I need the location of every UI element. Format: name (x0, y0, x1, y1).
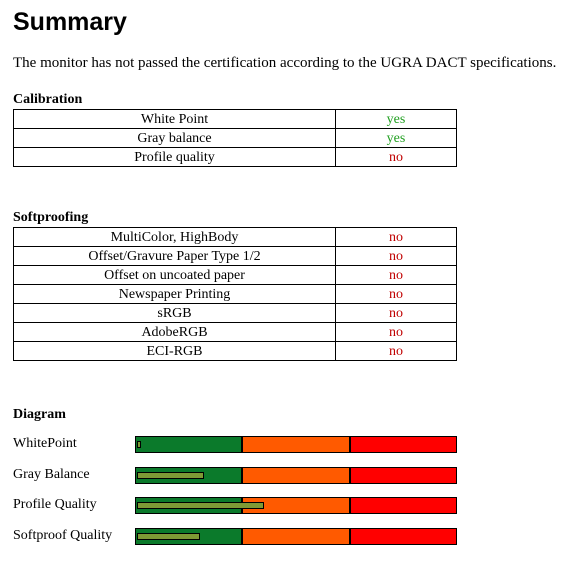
zone (349, 497, 457, 514)
row-status: no (335, 265, 457, 285)
row-status: no (335, 227, 457, 247)
row-label: Offset on uncoated paper (13, 265, 336, 285)
indicator (137, 502, 264, 509)
zone (349, 527, 457, 545)
row-label: Offset/Gravure Paper Type 1/2 (13, 246, 336, 266)
section-title: Calibration (13, 92, 83, 107)
row-label: ECI-RGB (13, 341, 336, 361)
row-label: White Point (13, 109, 336, 129)
intro: The monitor has not passed the certifica… (13, 55, 557, 71)
indicator (137, 441, 141, 448)
diagram-label: Softproof Quality (13, 527, 113, 543)
row-status: no (335, 284, 457, 304)
row-label: Gray balance (13, 128, 336, 148)
section-title: Softproofing (13, 210, 89, 225)
section-title: Diagram (13, 407, 66, 422)
row-status: no (335, 246, 457, 266)
row-status: no (335, 147, 457, 167)
diagram-label: WhitePoint (13, 436, 77, 451)
row-label: MultiColor, HighBody (13, 227, 336, 247)
title: Summary (13, 8, 127, 36)
zone (349, 436, 457, 453)
zone (349, 466, 457, 484)
zone (242, 466, 350, 484)
diagram-label: Gray Balance (13, 466, 90, 482)
zone (242, 436, 350, 453)
row-label: Newspaper Printing (13, 284, 336, 304)
zone (135, 436, 243, 453)
row-status: no (335, 303, 457, 323)
row-label: Profile quality (13, 147, 336, 167)
zone (242, 527, 350, 545)
row-label: sRGB (13, 303, 336, 323)
indicator (137, 471, 204, 479)
indicator (137, 532, 201, 540)
row-status: yes (335, 128, 457, 148)
row-status: yes (335, 109, 457, 129)
row-label: AdobeRGB (13, 322, 336, 342)
diagram-label: Profile Quality (13, 497, 97, 512)
row-status: no (335, 341, 457, 361)
row-status: no (335, 322, 457, 342)
